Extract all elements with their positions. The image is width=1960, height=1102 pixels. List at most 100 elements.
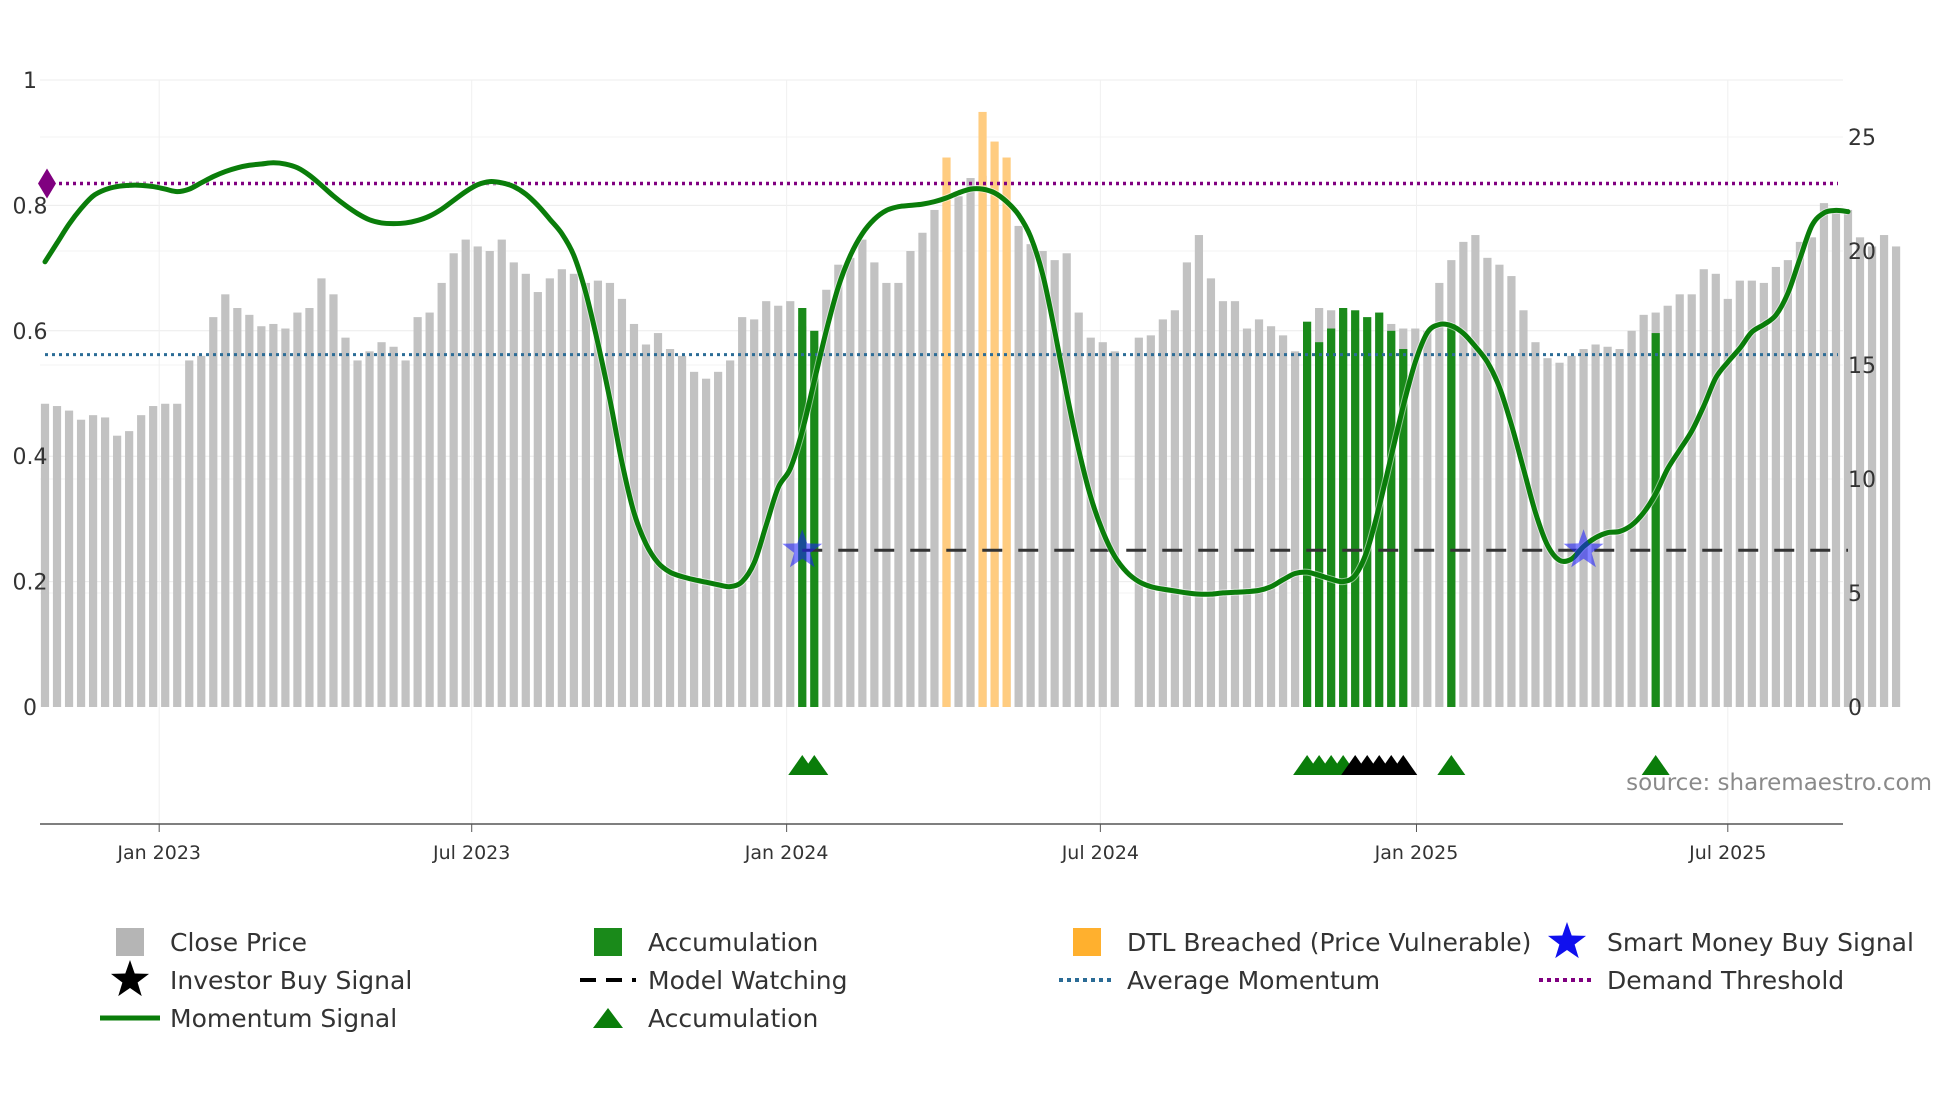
close-price-bar bbox=[1086, 337, 1095, 707]
close-price-bar bbox=[1723, 298, 1732, 707]
close-price-bar bbox=[1134, 337, 1143, 707]
legend-symbol-square bbox=[594, 928, 622, 956]
close-price-bar bbox=[1218, 301, 1228, 707]
close-price-bar bbox=[353, 360, 362, 707]
close-price-bar bbox=[185, 360, 194, 707]
close-price-bar bbox=[413, 317, 422, 707]
close-price-bar bbox=[1855, 237, 1865, 707]
close-price-bar bbox=[281, 328, 290, 707]
accumulation-triangle bbox=[800, 755, 829, 775]
close-price-bar bbox=[1014, 225, 1023, 708]
legend-label: Momentum Signal bbox=[170, 1004, 397, 1033]
close-price-bar bbox=[317, 278, 326, 707]
accumulation-bar bbox=[1339, 308, 1348, 707]
close-price-bar bbox=[1495, 264, 1504, 707]
accumulation-bar bbox=[1351, 310, 1360, 707]
close-price-bar bbox=[653, 333, 663, 707]
close-price-bar bbox=[545, 278, 554, 707]
close-price-bar bbox=[509, 262, 518, 707]
close-price-bar bbox=[209, 317, 218, 707]
close-price-bar bbox=[894, 282, 903, 707]
close-price-bar bbox=[1050, 260, 1059, 707]
close-price-bar bbox=[1567, 355, 1576, 707]
close-price-bar bbox=[822, 289, 831, 707]
accumulation-bar bbox=[1303, 321, 1312, 707]
close-price-bar bbox=[1483, 257, 1492, 707]
close-price-bar bbox=[1146, 335, 1155, 707]
dtl-breached-bar bbox=[1002, 157, 1011, 707]
close-price-bar bbox=[257, 326, 266, 707]
close-price-bar bbox=[738, 317, 747, 707]
right-tick-label: 10 bbox=[1848, 468, 1876, 493]
close-price-bar bbox=[1158, 319, 1167, 707]
close-price-bar bbox=[1675, 294, 1684, 707]
legend-label: Smart Money Buy Signal bbox=[1607, 928, 1914, 957]
close-price-bar bbox=[1543, 358, 1552, 707]
close-price-bar bbox=[870, 262, 879, 707]
close-price-bar bbox=[101, 417, 110, 707]
accumulation-bar bbox=[1327, 328, 1336, 707]
close-price-bar bbox=[1627, 330, 1636, 707]
close-price-bar bbox=[641, 344, 651, 707]
close-price-bar bbox=[762, 301, 771, 707]
close-price-bar bbox=[1819, 203, 1829, 707]
accumulation-bar bbox=[1315, 342, 1324, 707]
close-price-bar bbox=[52, 406, 62, 707]
close-price-bar bbox=[88, 415, 98, 707]
close-price-bar bbox=[882, 282, 891, 707]
close-price-bar bbox=[401, 360, 410, 707]
legend-label: Investor Buy Signal bbox=[170, 966, 412, 995]
smart-money-buy-star bbox=[782, 529, 823, 568]
close-price-bar bbox=[1206, 278, 1216, 707]
demand-threshold-marker bbox=[38, 168, 56, 199]
close-price-bars bbox=[40, 111, 1901, 708]
close-price-bar bbox=[1579, 349, 1588, 707]
legend-symbol-square bbox=[1073, 928, 1101, 956]
close-price-bar bbox=[1062, 253, 1071, 707]
close-price-bar bbox=[714, 371, 723, 707]
smart-money-buy-star bbox=[1563, 529, 1604, 568]
close-price-bar bbox=[497, 239, 506, 707]
legend-label: Average Momentum bbox=[1127, 966, 1380, 995]
close-price-bar bbox=[1230, 301, 1240, 707]
close-price-bar bbox=[1519, 310, 1528, 707]
left-tick-label: 0.2 bbox=[13, 571, 48, 596]
legend-item: Investor Buy Signal bbox=[110, 960, 412, 997]
close-price-bar bbox=[1555, 362, 1564, 707]
legend-item: Accumulation bbox=[593, 1004, 818, 1033]
close-price-bar bbox=[1254, 319, 1264, 707]
legend-label: Close Price bbox=[170, 928, 307, 957]
close-price-bar bbox=[449, 253, 458, 707]
legend: Close Price Accumulation DTL Breached (Pri… bbox=[100, 922, 1914, 1033]
close-price-bar bbox=[269, 323, 278, 707]
close-price-bar bbox=[1278, 335, 1288, 707]
close-price-bar bbox=[161, 403, 170, 707]
close-price-bar bbox=[593, 280, 603, 707]
close-price-bar bbox=[425, 312, 434, 707]
close-price-bar bbox=[1747, 280, 1756, 707]
close-price-bar bbox=[233, 308, 242, 707]
close-price-bar bbox=[1663, 305, 1672, 707]
close-price-bar bbox=[1783, 260, 1792, 707]
close-price-bar bbox=[1843, 209, 1853, 707]
legend-item: Demand Threshold bbox=[1539, 966, 1844, 995]
close-price-bar bbox=[305, 308, 314, 707]
legend-label: Demand Threshold bbox=[1607, 966, 1844, 995]
close-price-bar bbox=[1507, 276, 1516, 707]
accumulation-bar bbox=[1363, 317, 1372, 707]
legend-item: DTL Breached (Price Vulnerable) bbox=[1073, 928, 1531, 957]
close-price-bar bbox=[966, 178, 975, 708]
close-price-bar bbox=[173, 403, 182, 707]
close-price-bar bbox=[834, 264, 843, 707]
close-price-bar bbox=[1194, 235, 1204, 708]
left-tick-label: 1 bbox=[23, 69, 37, 94]
close-price-bar bbox=[750, 319, 759, 707]
close-price-bar bbox=[1795, 241, 1805, 707]
close-price-bar bbox=[461, 239, 470, 707]
close-price-bar bbox=[1026, 244, 1035, 707]
accumulation-bar bbox=[1651, 333, 1660, 707]
left-tick-label: 0.6 bbox=[13, 320, 48, 345]
close-price-bar bbox=[726, 360, 735, 707]
